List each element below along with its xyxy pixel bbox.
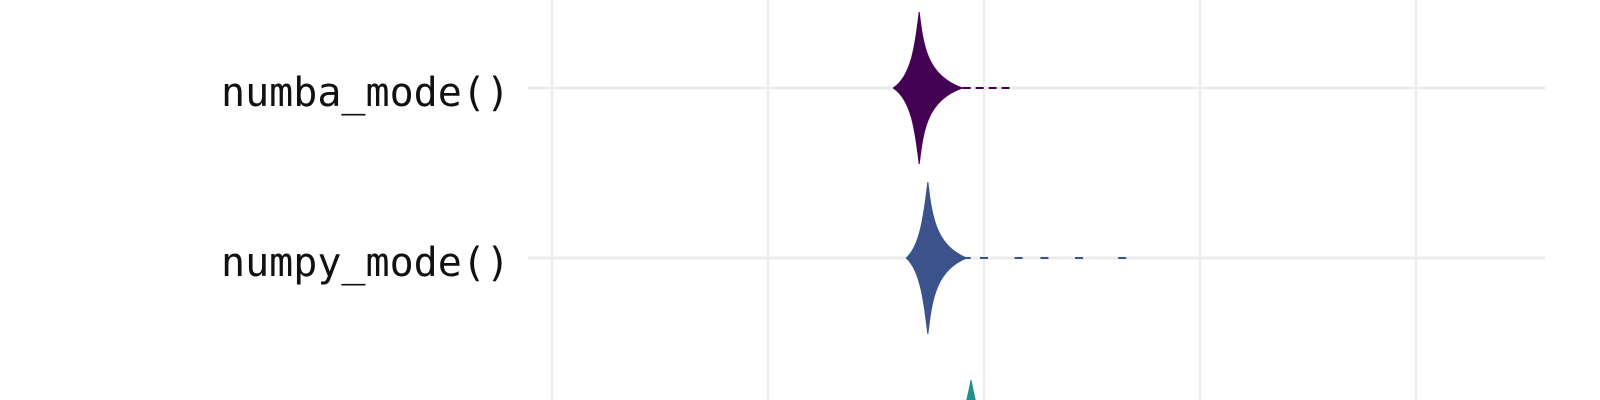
violin-layer xyxy=(892,11,1127,400)
category-label-layer: numba_mode() numpy_mode() xyxy=(221,70,510,286)
grid-layer xyxy=(528,0,1545,400)
category-label-numba-mode: numba_mode() xyxy=(221,70,510,116)
violin-1 xyxy=(892,11,964,165)
category-label-numpy-mode: numpy_mode() xyxy=(221,240,510,286)
violin-2 xyxy=(905,181,969,335)
violin-3 xyxy=(966,379,976,400)
